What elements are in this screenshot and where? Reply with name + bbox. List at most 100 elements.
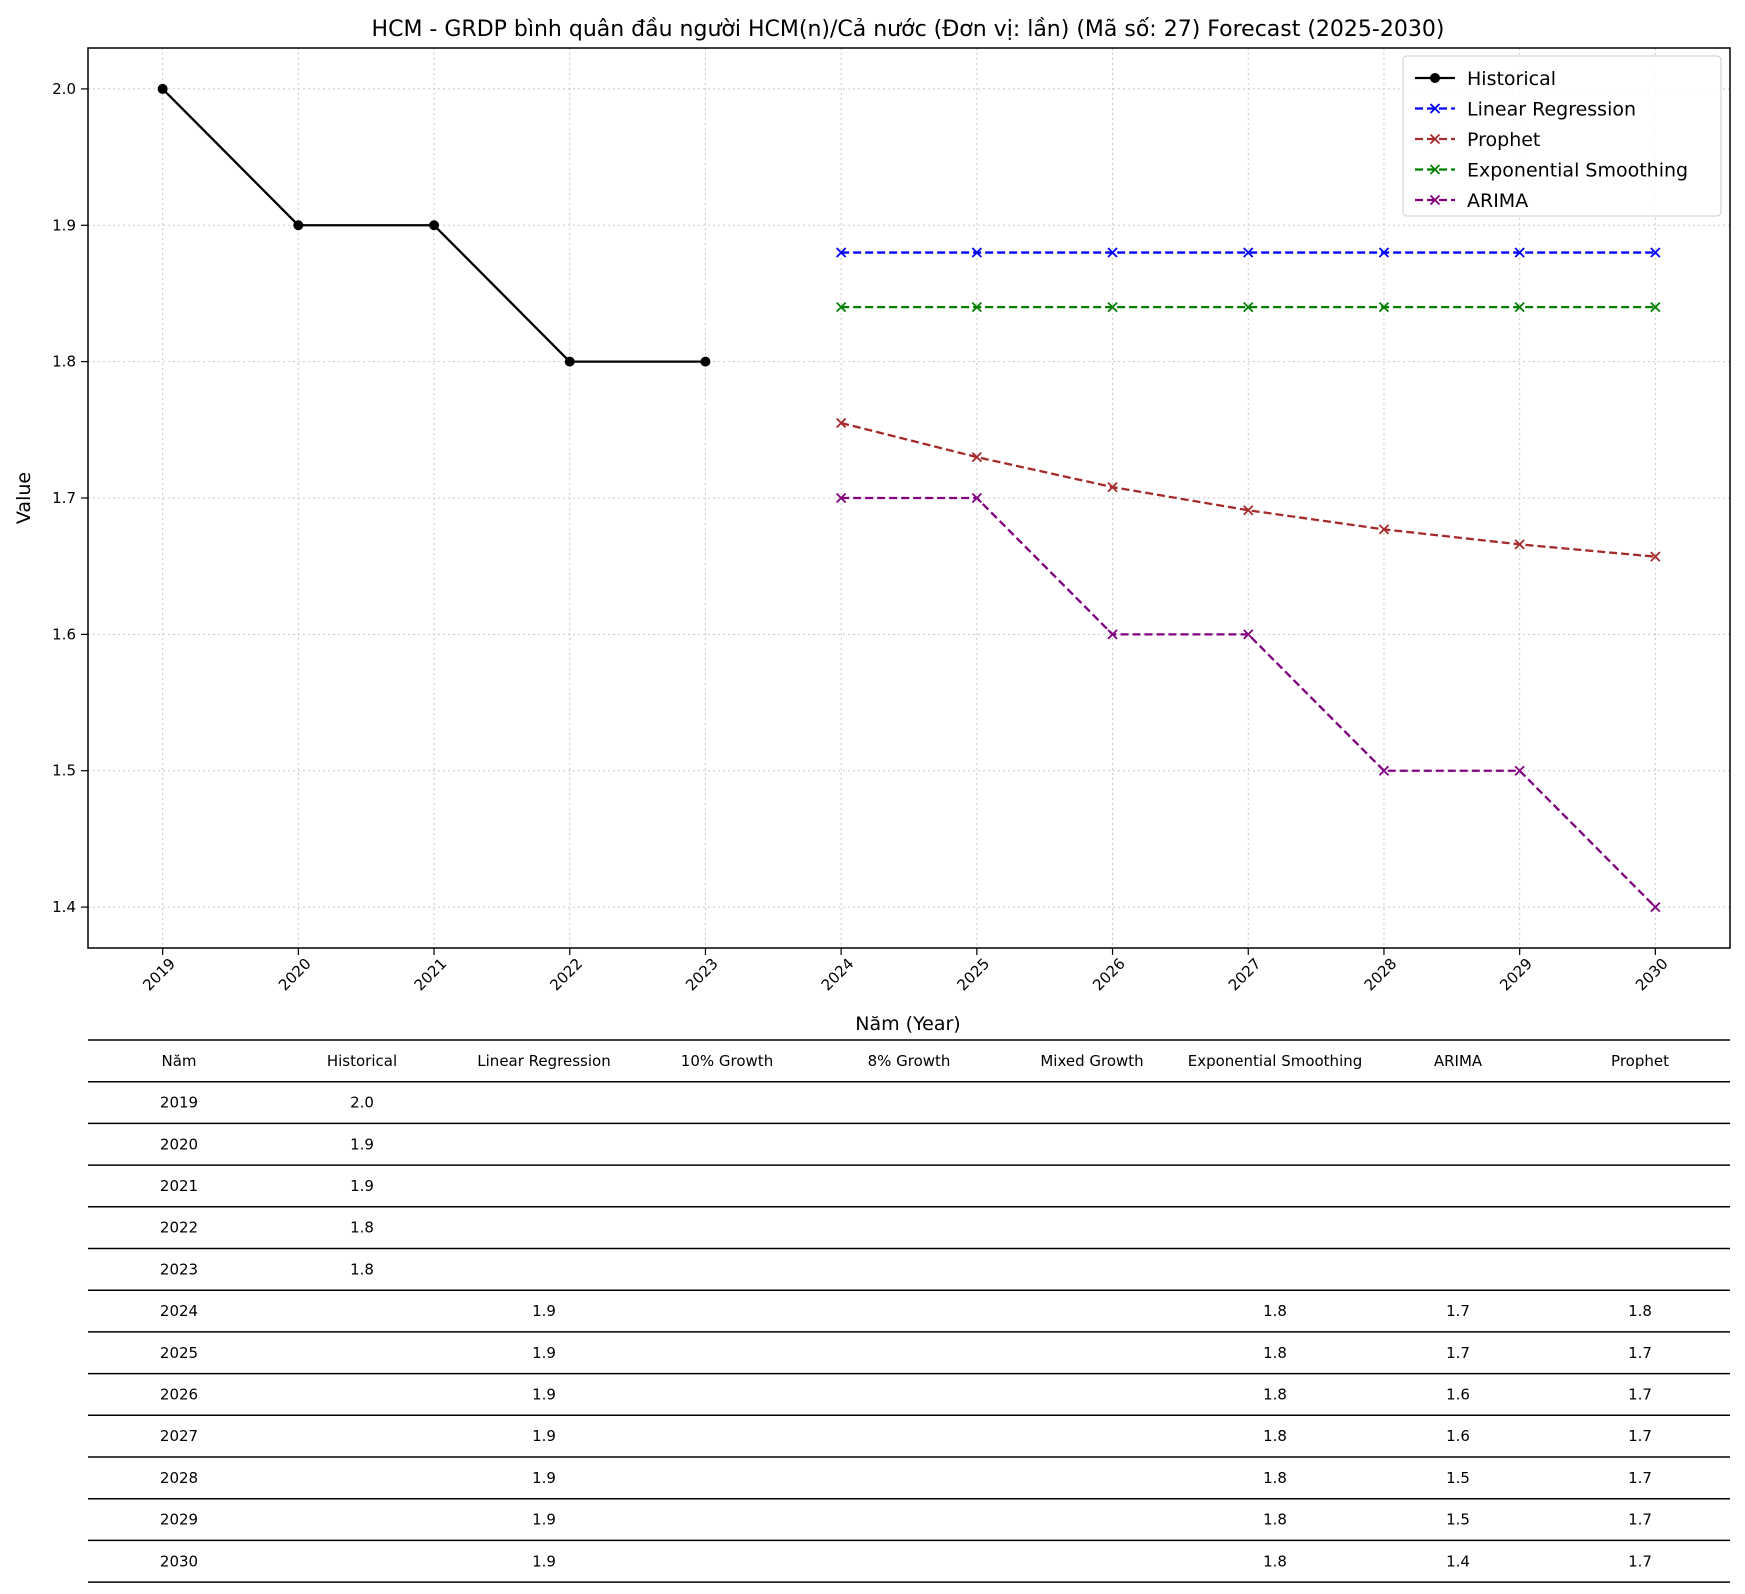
table-header-cell: 10% Growth — [681, 1052, 773, 1070]
y-tick-label: 1.9 — [52, 216, 76, 234]
table-cell: 1.7 — [1446, 1344, 1470, 1362]
data-table: Năm Historical Linear Regression 10% Growth… — [88, 1039, 1730, 1583]
table-cell: 1.8 — [350, 1219, 374, 1237]
series-arima — [836, 492, 1661, 913]
table-cell: 1.8 — [1263, 1302, 1287, 1320]
y-tick-label: 2.0 — [52, 80, 76, 98]
table-cell: 2028 — [160, 1469, 198, 1487]
y-tick-label: 1.7 — [52, 489, 76, 507]
x-axis-label: Năm (Year) — [855, 1013, 960, 1035]
table-cell: 2.0 — [350, 1094, 374, 1112]
data-point-prophet — [1650, 551, 1661, 562]
table-cell: 1.7 — [1628, 1469, 1652, 1487]
y-tick-label: 1.4 — [52, 898, 76, 916]
table-cell: 1.8 — [350, 1260, 374, 1278]
data-point-linear-regression — [1243, 247, 1254, 258]
table-cell: 1.8 — [1263, 1344, 1287, 1362]
data-point-prophet — [836, 417, 847, 429]
data-point-linear-regression — [971, 247, 982, 258]
table-cell: 1.7 — [1628, 1385, 1652, 1403]
data-point-prophet — [1378, 524, 1390, 535]
table-cell: 2019 — [160, 1094, 198, 1112]
table-cell: 2020 — [160, 1135, 198, 1153]
table-cell: 2027 — [160, 1427, 198, 1445]
table-cell: 1.9 — [532, 1344, 556, 1362]
table-header-cell: Năm — [161, 1052, 196, 1070]
table-cell: 1.5 — [1446, 1469, 1470, 1487]
table-cell: 1.8 — [1263, 1427, 1287, 1445]
table-cell: 2023 — [160, 1260, 198, 1278]
legend-marker-linear-regression — [1429, 103, 1441, 114]
table-cell: 1.7 — [1446, 1302, 1470, 1320]
data-point-historical — [564, 356, 575, 367]
plot-series — [157, 83, 1661, 913]
data-point-prophet — [1243, 505, 1254, 516]
table-cell: 1.9 — [532, 1552, 556, 1570]
table-cell: 1.4 — [1446, 1552, 1470, 1570]
data-point-exponential-smoothing — [971, 301, 982, 313]
data-point-arima — [1514, 765, 1525, 776]
table-header-cell: Historical — [327, 1052, 397, 1070]
legend-label-arima: ARIMA — [1467, 190, 1528, 212]
data-point-historical — [700, 356, 711, 367]
data-point-arima — [1378, 765, 1390, 776]
data-point-historical — [293, 220, 304, 231]
data-point-exponential-smoothing — [836, 301, 847, 313]
data-point-linear-regression — [1514, 247, 1525, 258]
table-cell: 2029 — [160, 1511, 198, 1529]
table-header-cell: ARIMA — [1434, 1052, 1483, 1070]
data-point-linear-regression — [1650, 247, 1661, 258]
legend-label-exponential-smoothing: Exponential Smoothing — [1467, 160, 1688, 182]
table-cell: 1.8 — [1263, 1385, 1287, 1403]
data-point-arima — [836, 492, 847, 504]
table-cell: 2024 — [160, 1302, 198, 1320]
table-cell: 2025 — [160, 1344, 198, 1362]
table-cell: 1.6 — [1446, 1385, 1470, 1403]
table-cell: 1.9 — [532, 1385, 556, 1403]
table-cell: 1.8 — [1263, 1511, 1287, 1529]
table-cell: 1.9 — [350, 1177, 374, 1195]
legend-label-historical: Historical — [1467, 68, 1556, 90]
table-cell: 2021 — [160, 1177, 198, 1195]
data-point-arima — [1107, 629, 1118, 640]
data-point-exponential-smoothing — [1243, 301, 1254, 313]
data-point-exponential-smoothing — [1107, 301, 1118, 313]
table-cell: 1.7 — [1628, 1511, 1652, 1529]
table-header-cell: Linear Regression — [477, 1052, 610, 1070]
table-header-cell: Exponential Smoothing — [1188, 1052, 1363, 1070]
table-cell: 1.9 — [532, 1302, 556, 1320]
legend-label-prophet: Prophet — [1467, 129, 1540, 151]
data-point-linear-regression — [836, 247, 847, 258]
legend-box — [1402, 55, 1722, 217]
data-point-exponential-smoothing — [1378, 301, 1390, 313]
data-point-arima — [1243, 629, 1254, 640]
table-header-cell: 8% Growth — [868, 1052, 951, 1070]
data-point-prophet — [1514, 539, 1525, 550]
table-cell: 1.7 — [1628, 1552, 1652, 1570]
table-cell: 1.8 — [1628, 1302, 1652, 1320]
data-point-exponential-smoothing — [1650, 301, 1661, 313]
table-cell: 2030 — [160, 1552, 198, 1570]
legend-marker-exponential-smoothing — [1429, 164, 1441, 175]
data-point-prophet — [1107, 481, 1118, 493]
legend-marker-arima — [1429, 194, 1441, 206]
series-historical — [157, 83, 711, 367]
table-cell: 1.6 — [1446, 1427, 1470, 1445]
series-exponential-smoothing — [836, 301, 1661, 313]
legend-label-linear-regression: Linear Regression — [1467, 99, 1636, 121]
table-cell: 1.9 — [350, 1135, 374, 1153]
table-cell: 1.7 — [1628, 1427, 1652, 1445]
series-prophet — [836, 417, 1661, 562]
table-cell: 1.8 — [1263, 1469, 1287, 1487]
y-tick-label: 1.5 — [52, 762, 76, 780]
table-cell: 1.9 — [532, 1469, 556, 1487]
legend: Historical Linear Regression Prophet Expone… — [1402, 55, 1722, 217]
y-axis-label: Value — [13, 472, 35, 524]
table-cell: 1.5 — [1446, 1511, 1470, 1529]
table-cell: 1.8 — [1263, 1552, 1287, 1570]
data-point-arima — [971, 492, 982, 504]
series-linear-regression — [836, 247, 1661, 258]
table-header-cell: Mixed Growth — [1040, 1052, 1143, 1070]
